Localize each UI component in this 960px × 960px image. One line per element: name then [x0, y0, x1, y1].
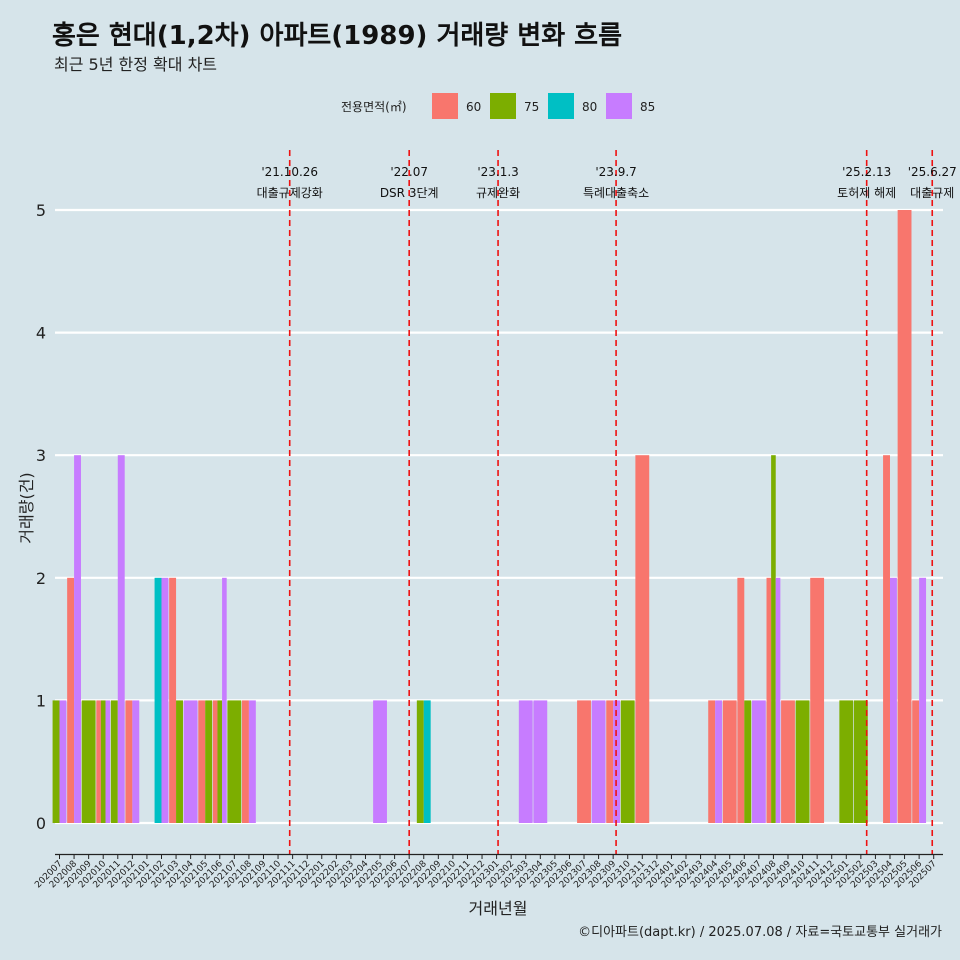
bar-202407-85	[751, 700, 766, 823]
event-text-label: 대출규제강화	[257, 186, 323, 200]
bar-202012-60	[125, 700, 133, 823]
bar-202107-75	[227, 700, 242, 823]
x-axis: 2020072020082020092020102020112020122021…	[33, 853, 943, 890]
bar-202105-60	[198, 700, 206, 823]
bar-202009-75	[81, 700, 96, 823]
legend-title: 전용면적(㎡)	[341, 100, 407, 114]
bar-202408-60	[766, 577, 772, 823]
bar-202405-60	[722, 700, 737, 823]
y-tick-label: 3	[36, 446, 46, 465]
bar-202406-60	[737, 577, 745, 823]
bar-202011-75	[110, 700, 118, 823]
event-date-label: '23.9.7	[595, 165, 636, 179]
bar-202010-85	[105, 700, 111, 823]
y-tick-label: 5	[36, 201, 46, 220]
event-text-label: 규제완화	[476, 186, 520, 200]
bar-202208-80	[423, 700, 431, 823]
bar-202502-75	[853, 700, 868, 823]
bar-202504-85	[889, 577, 897, 823]
bar-202506-85	[919, 577, 927, 823]
bar-202310-75	[620, 700, 635, 823]
legend-label-75: 75	[524, 100, 539, 114]
bar-202008-60	[67, 577, 75, 823]
y-tick-label: 1	[36, 691, 46, 710]
bars	[52, 210, 927, 823]
bar-202501-75	[839, 700, 854, 823]
event-text-label: 특례대출축소	[583, 186, 649, 200]
event-date-label: '22.07	[390, 165, 428, 179]
event-annotations: '21.10.26 대출규제강화 '22.07 DSR 3단계 '23.1.3 규제완화 '…	[257, 150, 957, 854]
legend-swatch-80	[548, 93, 574, 119]
bar-202505-60	[897, 210, 912, 823]
bar-202008-85	[74, 455, 81, 823]
bar-202012-85	[132, 700, 140, 823]
bar-202307-60	[577, 700, 591, 823]
bar-202106-75	[217, 700, 223, 823]
bar-202311-60	[635, 455, 650, 823]
bar-202007-85	[59, 700, 67, 823]
bar-202105-75	[205, 700, 213, 823]
legend-swatch-85	[606, 93, 632, 119]
bar-202010-60	[96, 700, 101, 823]
x-axis-title: 거래년월	[469, 899, 528, 918]
event-date-label: '25.2.13	[842, 165, 891, 179]
bar-202308-85	[591, 700, 606, 823]
legend-label-60: 60	[466, 100, 481, 114]
event-text-label: 대출규제	[910, 186, 954, 200]
bar-202205-85	[373, 700, 387, 823]
bar-202108-85	[248, 700, 256, 823]
bar-202104-85	[183, 700, 198, 823]
chart-title: 홍은 현대(1,2차) 아파트(1989) 거래량 변화 흐름	[52, 21, 622, 51]
bar-202103-75	[176, 700, 183, 823]
bar-202011-85	[117, 455, 125, 823]
bar-202504-60	[883, 455, 890, 823]
bar-202304-85	[533, 700, 548, 823]
bar-202007-75	[52, 700, 60, 823]
bar-202208-75	[416, 700, 424, 823]
bar-202106-60	[212, 700, 218, 823]
bar-202409-60	[781, 700, 795, 823]
y-tick-label: 4	[36, 324, 46, 343]
y-tick-label: 0	[36, 814, 46, 833]
bar-202406-75	[744, 700, 752, 823]
bar-202309-60	[606, 700, 614, 823]
event-date-label: '25.6.27	[908, 165, 957, 179]
y-tick-label: 2	[36, 569, 46, 588]
chart-subtitle: 최근 5년 한정 확대 차트	[54, 55, 217, 74]
bar-202102-80	[154, 577, 162, 823]
bar-202411-60	[810, 577, 825, 823]
bar-202404-85	[715, 700, 723, 823]
bar-202102-85	[161, 577, 169, 823]
event-text-label: 토허제 해제	[837, 186, 896, 200]
y-axis-title: 거래량(건)	[17, 472, 36, 543]
bar-202010-75	[100, 700, 106, 823]
legend-label-80: 80	[582, 100, 597, 114]
bar-202108-60	[241, 700, 249, 823]
legend-swatch-60	[432, 93, 458, 119]
legend-label-85: 85	[640, 100, 655, 114]
y-axis: 0 1 2 3 4 5	[36, 201, 46, 833]
event-date-label: '23.1.3	[477, 165, 518, 179]
legend: 전용면적(㎡) 60 75 80 85	[341, 93, 655, 119]
bar-202506-60	[912, 700, 920, 823]
event-date-label: '21.10.26	[261, 165, 318, 179]
bar-202303-85	[518, 700, 533, 823]
bar-202103-60	[169, 577, 177, 823]
bar-202408-75	[771, 455, 776, 823]
bar-202404-60	[708, 700, 716, 823]
event-text-label: DSR 3단계	[380, 186, 439, 200]
bar-202106-85	[222, 577, 227, 823]
legend-swatch-75	[490, 93, 516, 119]
bar-202408-85	[775, 577, 781, 823]
caption: ©디아파트(dapt.kr) / 2025.07.08 / 자료=국토교통부 실…	[578, 925, 942, 940]
bar-202410-75	[795, 700, 810, 823]
